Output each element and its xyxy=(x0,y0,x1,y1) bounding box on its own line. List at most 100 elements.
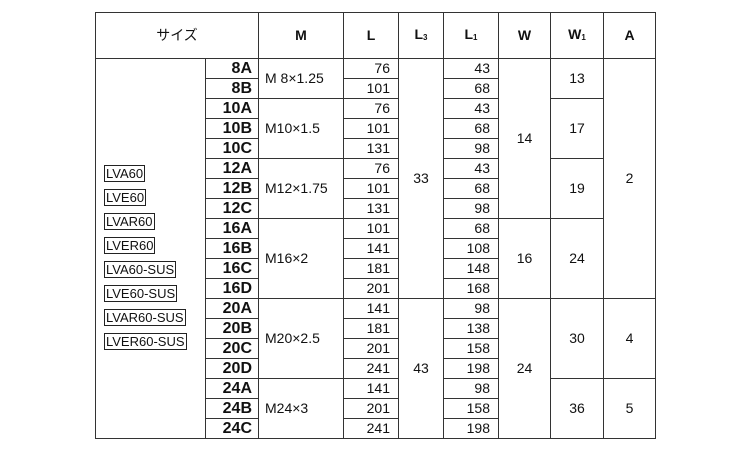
length-l1: 68 xyxy=(443,218,499,239)
header-w1-sub: 1 xyxy=(581,32,586,42)
size-code: 20D xyxy=(205,358,259,379)
size-code: 12C xyxy=(205,198,259,219)
table-row: 20D 241 198 xyxy=(96,358,656,379)
length-l1: 98 xyxy=(443,378,499,399)
size-code: 24B xyxy=(205,398,259,419)
header-w1-base: W xyxy=(568,25,582,42)
length-l: 201 xyxy=(343,278,399,299)
model-label: LVAR60 xyxy=(104,213,155,230)
size-code: 10C xyxy=(205,138,259,159)
header-l: L xyxy=(343,12,399,59)
length-l: 131 xyxy=(343,198,399,219)
header-l3-sub: 3 xyxy=(423,32,428,42)
size-code: 16C xyxy=(205,258,259,279)
model-label: LVER60-SUS xyxy=(104,333,187,350)
size-code: 12A xyxy=(205,158,259,179)
thread-m: M20×2.5 xyxy=(258,298,344,379)
header-w1: W1 xyxy=(550,12,604,59)
header-l1-base: L xyxy=(464,25,474,42)
length-l: 101 xyxy=(343,118,399,139)
size-code: 24C xyxy=(205,418,259,439)
length-l: 101 xyxy=(343,218,399,239)
length-l: 141 xyxy=(343,238,399,259)
table-row: 20B 181 138 xyxy=(96,318,656,339)
length-l1: 158 xyxy=(443,338,499,359)
width-w1: 17 xyxy=(550,98,604,159)
table-row: 24C 241 198 xyxy=(96,418,656,439)
length-l1: 43 xyxy=(443,98,499,119)
model-list: LVA60 LVE60 LVAR60 LVER60 LVA60-SUS LVE60-SUS… xyxy=(95,58,206,439)
model-label: LVA60-SUS xyxy=(104,261,177,278)
table-row: 20C 201 158 xyxy=(96,338,656,359)
value-a: 4 xyxy=(603,298,656,379)
length-l: 101 xyxy=(343,78,399,99)
length-l: 141 xyxy=(343,378,399,399)
size-code: 20C xyxy=(205,338,259,359)
length-l1: 68 xyxy=(443,178,499,199)
size-code: 10A xyxy=(205,98,259,119)
length-l3: 43 xyxy=(398,298,444,439)
model-label: LVAR60-SUS xyxy=(104,309,186,326)
header-size: サイズ xyxy=(95,12,259,59)
size-code: 24A xyxy=(205,378,259,399)
length-l: 76 xyxy=(343,158,399,179)
spec-table: サイズ M L L3 L1 W W1 A LVA60 LVE60 LVAR60 LVE… xyxy=(95,12,656,439)
size-code: 10B xyxy=(205,118,259,139)
length-l: 141 xyxy=(343,298,399,319)
header-l1-sub: 1 xyxy=(473,32,478,42)
header-l3: L3 xyxy=(398,12,444,59)
length-l1: 98 xyxy=(443,198,499,219)
length-l1: 98 xyxy=(443,298,499,319)
size-code: 16B xyxy=(205,238,259,259)
length-l1: 158 xyxy=(443,398,499,419)
table-row: 24A M24×3 141 98 36 5 xyxy=(96,378,656,439)
header-w: W xyxy=(498,12,551,59)
length-l: 201 xyxy=(343,398,399,419)
length-l1: 43 xyxy=(443,58,499,79)
size-code: 12B xyxy=(205,178,259,199)
header-row: サイズ M L L3 L1 W W1 A xyxy=(95,12,656,59)
width-w1: 24 xyxy=(550,218,604,299)
table-row: 16A M16×2 101 68 16 24 xyxy=(96,218,656,299)
length-l3: 33 xyxy=(398,58,444,299)
length-l: 241 xyxy=(343,358,399,379)
length-l: 131 xyxy=(343,138,399,159)
length-l: 76 xyxy=(343,98,399,119)
length-l1: 68 xyxy=(443,118,499,139)
model-label: LVE60 xyxy=(104,189,147,206)
header-l1: L1 xyxy=(443,12,499,59)
value-a: 2 xyxy=(603,58,656,299)
header-m: M xyxy=(258,12,344,59)
model-label: LVA60 xyxy=(104,165,146,182)
length-l: 181 xyxy=(343,318,399,339)
table-row: 10A M10×1.5 76 43 17 xyxy=(96,98,656,159)
table-row: 16C 181 148 xyxy=(96,258,656,279)
length-l1: 198 xyxy=(443,358,499,379)
model-label: LVE60-SUS xyxy=(104,285,178,302)
length-l1: 138 xyxy=(443,318,499,339)
header-l3-base: L xyxy=(414,25,424,42)
width-w: 16 xyxy=(498,218,551,299)
width-w1: 13 xyxy=(550,58,604,99)
value-a: 5 xyxy=(603,378,656,439)
length-l: 201 xyxy=(343,338,399,359)
header-a: A xyxy=(603,12,656,59)
length-l: 101 xyxy=(343,178,399,199)
length-l: 76 xyxy=(343,58,399,79)
size-code: 16D xyxy=(205,278,259,299)
width-w1: 19 xyxy=(550,158,604,219)
size-code: 20A xyxy=(205,298,259,319)
size-code: 8A xyxy=(205,58,259,79)
width-w: 14 xyxy=(498,58,551,219)
thread-m: M16×2 xyxy=(258,218,344,299)
size-code: 16A xyxy=(205,218,259,239)
length-l1: 43 xyxy=(443,158,499,179)
width-w: 24 xyxy=(498,298,551,439)
length-l: 181 xyxy=(343,258,399,279)
length-l1: 198 xyxy=(443,418,499,439)
length-l1: 168 xyxy=(443,278,499,299)
thread-m: M24×3 xyxy=(258,378,344,439)
length-l1: 98 xyxy=(443,138,499,159)
table-row: 16B 141 108 xyxy=(96,238,656,259)
length-l1: 148 xyxy=(443,258,499,279)
